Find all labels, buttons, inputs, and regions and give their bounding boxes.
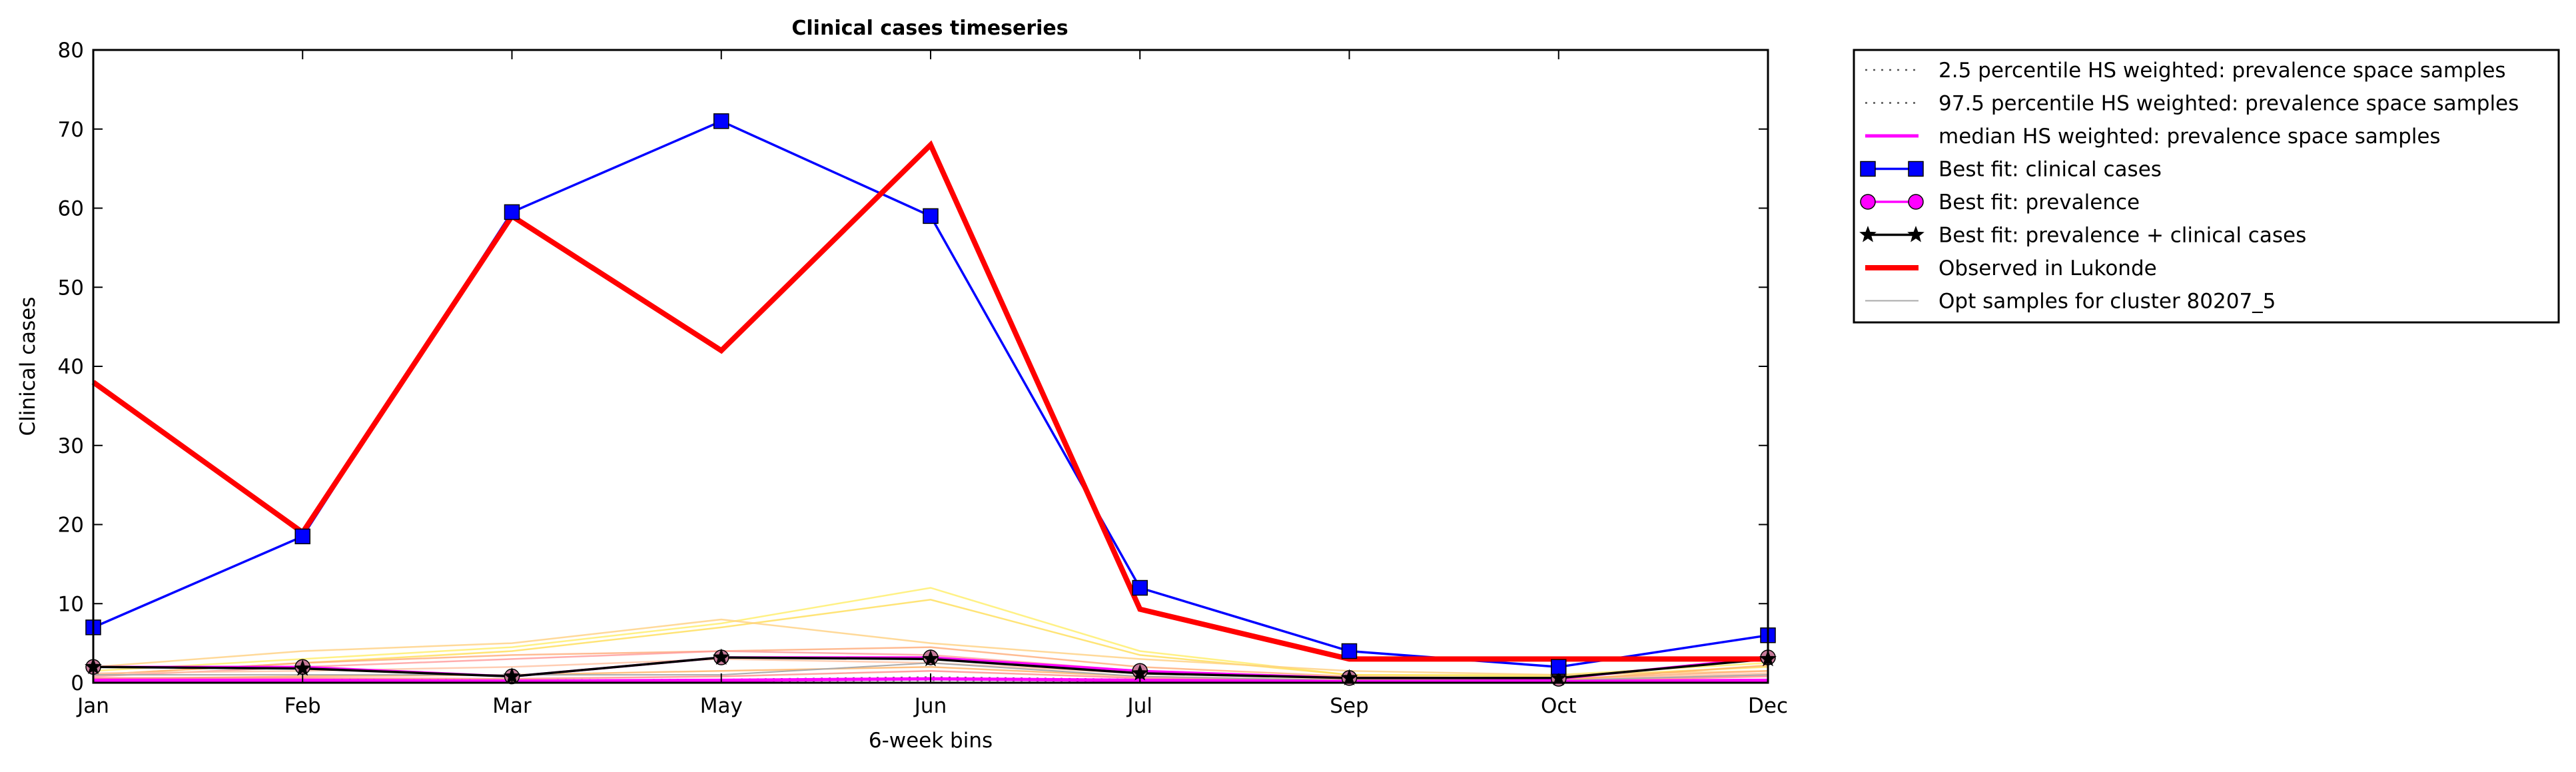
series-3-point-5 [1132,579,1148,596]
x-tick-label-3: May [700,694,743,718]
series-markers [85,113,1777,687]
y-axis-label: Clinical cases [16,296,40,436]
series-3-point-6 [1341,643,1358,659]
legend-marker-a-5 [1859,225,1877,242]
series-3-point-3 [713,113,729,129]
y-tick-label-8: 80 [58,39,84,63]
y-tick-label-6: 60 [58,197,84,221]
x-tick-label-8: Dec [1748,694,1788,718]
y-tick-label-3: 30 [58,434,84,458]
legend-marker-b-4 [1908,194,1924,210]
series-5-point-3 [712,648,730,665]
series-line-3 [93,119,1769,669]
series-line-6 [91,140,1768,662]
legend-label-1: 97.5 percentile HS weighted: prevalence … [1938,92,2519,116]
x-tick-label-5: Jul [1126,694,1152,718]
legend-label-0: 2.5 percentile HS weighted: prevalence s… [1938,59,2506,83]
legend-frame [1853,49,2560,324]
series-3-point-7 [1551,659,1567,675]
legend-marker-b-5 [1907,225,1925,242]
x-tick-label-7: Oct [1541,694,1577,718]
chart-title: Clinical cases timeseries [791,17,1068,40]
y-tick-label-5: 50 [58,276,84,300]
series-lines [91,119,1769,683]
legend-label-4: Best fit: prevalence [1938,191,2140,214]
x-tick-label-4: Jun [913,694,947,718]
x-tick-label-6: Sep [1330,694,1368,718]
y-axis: 0 10 20 30 40 50 60 70 80 [58,39,1768,695]
series-3-point-4 [923,208,939,224]
series-5-point-1 [294,659,312,676]
x-axis-label: 6-week bins [869,729,993,753]
legend-marker-a-4 [1860,194,1876,210]
legend-label-6: Observed in Lukonde [1938,256,2157,280]
sample-line-0 [93,587,1769,676]
y-tick-label-7: 70 [58,118,84,142]
series-5-point-4 [922,649,939,667]
x-tick-label-2: Mar [492,694,532,718]
y-tick-label-1: 10 [58,592,84,616]
series-3-point-1 [294,528,310,545]
sample-line-1 [93,599,1769,677]
x-axis: Jan Feb Mar May Jun Jul Sep Oct Dec [76,50,1788,718]
y-tick-label-2: 20 [58,514,84,538]
sample-line-2 [93,618,1769,676]
x-tick-label-0: Jan [76,694,109,718]
y-tick-label-0: 0 [71,671,84,695]
series-3-point-2 [504,204,520,220]
sample-lines [93,587,1769,682]
legend-marker-b-3 [1908,161,1924,177]
legend: 2.5 percentile HS weighted: prevalence s… [1853,49,2560,324]
x-tick-label-1: Feb [284,694,321,718]
legend-label-5: Best fit: prevalence + clinical cases [1938,224,2306,248]
y-tick-label-4: 40 [58,355,84,379]
legend-marker-a-3 [1860,161,1876,177]
legend-label-3: Best fit: clinical cases [1938,158,2162,182]
legend-label-7: Opt samples for cluster 80207_5 [1938,290,2276,314]
legend-label-2: median HS weighted: prevalence space sam… [1938,125,2441,149]
